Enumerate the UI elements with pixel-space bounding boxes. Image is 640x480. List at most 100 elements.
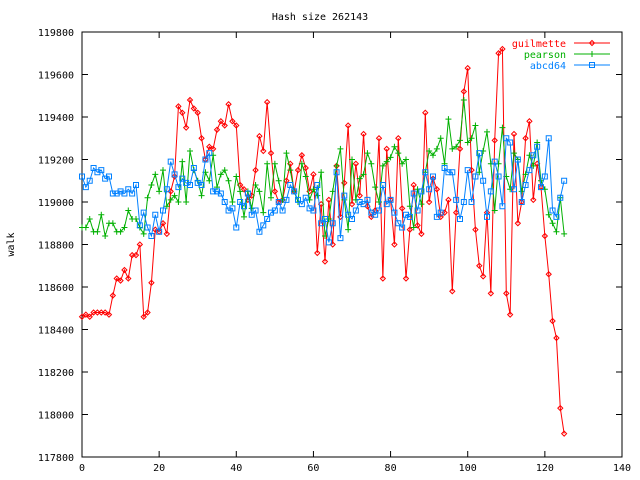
- data-point-pearson: [499, 124, 506, 131]
- data-point-abcd64: [399, 224, 406, 231]
- legend-marker-pearson: [589, 51, 595, 57]
- data-point-pearson: [372, 184, 379, 191]
- data-point-guilmette: [503, 290, 510, 297]
- data-point-pearson: [325, 216, 332, 222]
- data-point-abcd64: [229, 205, 236, 212]
- data-point-abcd64: [487, 188, 494, 195]
- y-axis-label: walk: [6, 232, 17, 256]
- data-point-abcd64: [514, 156, 521, 163]
- data-point-abcd64: [430, 173, 436, 180]
- data-point-pearson: [460, 97, 467, 103]
- data-point-guilmette: [182, 124, 190, 131]
- data-point-guilmette: [206, 143, 213, 150]
- data-point-pearson: [268, 194, 274, 201]
- x-tick-label: 60: [307, 463, 319, 474]
- y-tick-label: 119200: [38, 156, 74, 167]
- data-point-abcd64: [198, 182, 205, 188]
- data-point-abcd64: [549, 207, 556, 214]
- series-line-guilmette: [81, 47, 565, 434]
- data-point-abcd64: [376, 207, 382, 214]
- data-point-abcd64: [484, 213, 490, 220]
- data-point-abcd64: [468, 199, 475, 205]
- data-point-pearson: [410, 224, 417, 231]
- data-point-guilmette: [506, 311, 514, 318]
- data-point-abcd64: [352, 207, 359, 214]
- data-point-guilmette: [553, 334, 560, 342]
- data-point-guilmette: [263, 98, 271, 106]
- data-point-pearson: [198, 192, 205, 199]
- data-point-pearson: [333, 162, 340, 169]
- chart-title: Hash size 262143: [272, 12, 368, 23]
- data-point-pearson: [376, 199, 382, 205]
- data-point-guilmette: [298, 152, 306, 159]
- data-point-guilmette: [402, 275, 410, 282]
- data-point-guilmette: [395, 135, 402, 142]
- data-point-guilmette: [379, 275, 387, 282]
- y-tick-label: 118400: [38, 326, 74, 337]
- data-point-pearson: [102, 233, 109, 239]
- data-point-guilmette: [452, 209, 460, 216]
- data-point-abcd64: [449, 169, 456, 176]
- data-point-abcd64: [561, 177, 568, 184]
- data-point-pearson: [522, 171, 529, 178]
- data-point-guilmette: [541, 232, 549, 240]
- data-point-abcd64: [129, 190, 136, 197]
- data-point-guilmette: [252, 166, 259, 174]
- data-point-pearson: [445, 116, 452, 123]
- x-tick-label: 40: [230, 463, 242, 474]
- data-point-guilmette: [499, 45, 506, 53]
- data-point-abcd64: [98, 167, 105, 174]
- data-point-guilmette: [356, 192, 363, 199]
- data-point-guilmette: [294, 166, 302, 174]
- data-point-abcd64: [190, 165, 197, 171]
- data-point-guilmette: [406, 226, 414, 233]
- x-tick-label: 0: [79, 463, 85, 474]
- data-point-abcd64: [464, 167, 471, 174]
- data-point-pearson: [167, 196, 174, 203]
- data-point-guilmette: [267, 149, 275, 157]
- data-point-abcd64: [553, 213, 560, 220]
- data-point-abcd64: [233, 224, 240, 231]
- data-point-guilmette: [109, 292, 117, 299]
- data-point-guilmette: [101, 309, 109, 316]
- data-point-guilmette: [314, 249, 321, 257]
- data-point-abcd64: [106, 173, 112, 180]
- data-point-abcd64: [453, 196, 460, 203]
- data-point-abcd64: [144, 224, 151, 231]
- data-point-guilmette: [256, 132, 263, 140]
- legend-label-abcd64: abcd64: [530, 61, 566, 72]
- data-point-guilmette: [344, 122, 352, 129]
- data-point-abcd64: [210, 188, 217, 195]
- data-point-pearson: [322, 233, 328, 239]
- x-tick-label: 80: [385, 463, 397, 474]
- data-point-abcd64: [291, 188, 298, 195]
- data-point-abcd64: [248, 211, 255, 218]
- data-point-guilmette: [321, 258, 329, 265]
- data-point-pearson: [252, 182, 259, 188]
- data-point-abcd64: [406, 213, 413, 220]
- data-point-guilmette: [213, 126, 221, 133]
- data-point-guilmette: [175, 103, 182, 110]
- data-point-pearson: [271, 160, 278, 167]
- data-point-abcd64: [221, 199, 228, 205]
- data-point-abcd64: [298, 201, 305, 208]
- data-point-pearson: [287, 167, 294, 174]
- data-point-pearson: [82, 224, 89, 231]
- data-point-pearson: [225, 177, 232, 184]
- data-point-guilmette: [422, 109, 429, 116]
- data-point-guilmette: [545, 271, 552, 278]
- data-point-pearson: [349, 156, 355, 163]
- data-point-pearson: [491, 207, 498, 214]
- data-point-abcd64: [237, 199, 244, 205]
- data-point-guilmette: [325, 196, 333, 204]
- data-point-abcd64: [457, 216, 463, 222]
- data-point-guilmette: [479, 273, 487, 280]
- data-point-pearson: [125, 207, 132, 214]
- data-point-guilmette: [476, 262, 483, 269]
- y-tick-label: 119000: [38, 198, 74, 209]
- data-point-abcd64: [480, 177, 487, 184]
- data-point-abcd64: [302, 194, 309, 201]
- data-point-abcd64: [310, 207, 317, 214]
- data-point-pearson: [160, 167, 166, 174]
